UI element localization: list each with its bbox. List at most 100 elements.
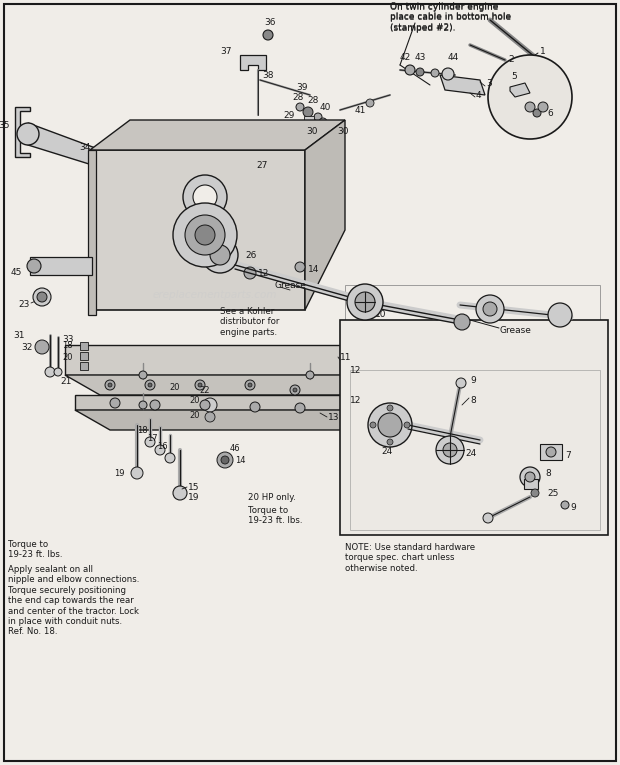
Circle shape [296,103,304,111]
Text: 21: 21 [61,376,72,386]
Circle shape [405,65,415,75]
Text: 33: 33 [62,334,74,343]
Text: 4: 4 [476,90,482,99]
Circle shape [54,368,62,376]
Circle shape [370,422,376,428]
Circle shape [546,447,556,457]
Circle shape [105,380,115,390]
Bar [90,150,305,310]
Text: 35: 35 [0,121,10,129]
Circle shape [250,402,260,412]
Circle shape [378,413,402,437]
Text: 20: 20 [63,353,73,362]
Text: 13: 13 [328,412,340,422]
Text: 15: 15 [188,483,200,491]
Text: 19: 19 [188,493,200,502]
Polygon shape [240,55,266,70]
Circle shape [221,456,229,464]
Circle shape [183,175,227,219]
Circle shape [295,262,305,272]
Text: See a Kohler
distributor for
engine parts.: See a Kohler distributor for engine part… [220,307,280,337]
Text: 1: 1 [540,47,546,56]
Polygon shape [65,375,360,395]
Text: 11: 11 [340,353,352,362]
Text: 34: 34 [79,142,91,151]
Circle shape [416,68,424,76]
Bar [80,352,88,360]
Text: 7: 7 [565,451,571,460]
Circle shape [37,292,47,302]
Circle shape [483,302,497,316]
Circle shape [520,467,540,487]
Text: 8: 8 [545,468,551,477]
Circle shape [185,215,225,255]
Text: 5: 5 [511,72,517,81]
Circle shape [155,445,165,455]
Text: 24: 24 [381,447,392,456]
Polygon shape [305,120,345,310]
Text: 38: 38 [262,70,273,80]
Bar [271,155,291,160]
Text: 22: 22 [200,386,210,395]
Text: 20: 20 [190,411,200,419]
Circle shape [442,68,454,80]
Bar [540,444,562,460]
Text: 26: 26 [245,250,257,259]
Circle shape [525,102,535,112]
Text: 23: 23 [19,300,30,308]
Text: 17: 17 [148,434,158,443]
Circle shape [533,109,541,117]
Circle shape [195,380,205,390]
Polygon shape [90,120,345,150]
Text: 12: 12 [350,396,361,405]
Circle shape [331,121,339,129]
Polygon shape [28,123,195,197]
Bar [304,116,314,123]
Circle shape [203,398,217,412]
Text: 30: 30 [306,127,317,136]
Circle shape [488,55,572,139]
Circle shape [306,371,314,379]
Text: On twin cylinder engine
place cable in bottom hole
(stamped #2).: On twin cylinder engine place cable in b… [390,2,511,32]
Polygon shape [510,83,530,97]
Text: 24: 24 [465,448,476,457]
Polygon shape [75,410,365,430]
Text: 28: 28 [292,93,304,102]
Circle shape [548,303,572,327]
Text: Grease: Grease [274,281,306,290]
Circle shape [319,118,327,126]
Text: 20: 20 [170,382,180,392]
Text: 46: 46 [230,444,241,453]
Circle shape [17,123,39,145]
Circle shape [198,383,202,387]
Circle shape [45,367,55,377]
Text: Torque to
19-23 ft. lbs.: Torque to 19-23 ft. lbs. [248,506,303,526]
Circle shape [173,486,187,500]
Circle shape [561,501,569,509]
Circle shape [525,472,535,482]
Circle shape [454,314,470,330]
Circle shape [145,437,155,447]
Circle shape [368,403,412,447]
Text: Torque to
19-23 ft. lbs.: Torque to 19-23 ft. lbs. [8,540,63,559]
Circle shape [531,489,539,497]
Circle shape [165,453,175,463]
Bar [340,320,608,535]
Text: 36: 36 [264,18,276,27]
Text: 31: 31 [14,330,25,340]
Circle shape [210,245,230,265]
Circle shape [196,226,214,244]
Circle shape [483,513,493,523]
Circle shape [295,403,305,413]
Text: 8: 8 [470,396,476,405]
Text: 20: 20 [190,396,200,405]
Text: NOTE: Use standard hardware
torque spec. chart unless
otherwise noted.: NOTE: Use standard hardware torque spec.… [345,543,475,573]
Circle shape [387,405,393,411]
Text: ereplacementparts.com: ereplacementparts.com [153,290,277,300]
Text: 14: 14 [235,455,246,464]
Text: Apply sealant on all
nipple and elbow connections.
Torque securely positioning
t: Apply sealant on all nipple and elbow co… [8,565,140,636]
Text: 19: 19 [115,468,125,477]
Text: 32: 32 [22,343,33,351]
Circle shape [139,401,147,409]
Bar [30,257,92,275]
